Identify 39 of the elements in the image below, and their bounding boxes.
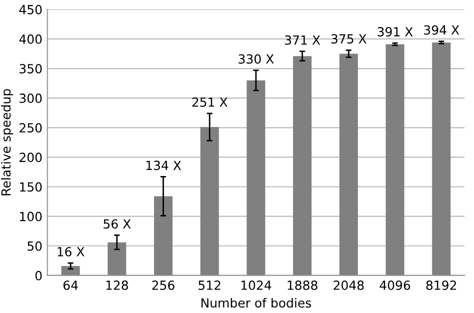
x-tick-label: 8192 (426, 280, 456, 290)
y-tick-label: 350 (20, 64, 42, 74)
data-label: 330 X (238, 54, 274, 64)
x-axis-title: Number of bodies (201, 298, 312, 308)
x-tick-label: 256 (152, 280, 174, 290)
y-tick-label: 100 (20, 212, 42, 222)
bar (108, 242, 126, 276)
x-tick-label: 1024 (241, 280, 272, 290)
data-label: 56 X (104, 219, 131, 229)
bar (293, 56, 312, 276)
x-tick-label: 4096 (380, 280, 410, 290)
x-tick-label: 512 (198, 280, 220, 290)
y-axis-title: Relative speedup (1, 89, 14, 196)
y-tick-label: 50 (28, 241, 42, 251)
y-tick-label: 400 (19, 34, 42, 44)
x-tick-label: 128 (106, 280, 128, 290)
data-label: 391 X (378, 27, 413, 36)
data-label: 251 X (192, 97, 228, 107)
x-tick-label: 1888 (288, 280, 318, 290)
y-tick-label: 450 (19, 4, 42, 14)
x-tick-label: 64 (63, 280, 78, 290)
data-label: 371 X (285, 35, 320, 45)
bar (339, 54, 358, 276)
bar (432, 42, 451, 276)
y-tick-label: 250 (20, 123, 42, 133)
y-tick-label: 150 (20, 182, 42, 192)
data-label: 375 X (331, 34, 366, 44)
y-tick-label: 0 (35, 270, 42, 280)
y-tick-label: 300 (20, 94, 42, 103)
bar (246, 80, 266, 276)
data-label: 394 X (424, 25, 460, 35)
data-label: 134 X (146, 160, 182, 170)
bar (61, 266, 80, 276)
y-tick-label: 200 (20, 152, 42, 162)
x-tick-label: 2048 (334, 280, 364, 290)
bar (154, 196, 173, 276)
bar (386, 44, 404, 276)
data-label: 16 X (58, 246, 84, 256)
bar (200, 127, 219, 276)
